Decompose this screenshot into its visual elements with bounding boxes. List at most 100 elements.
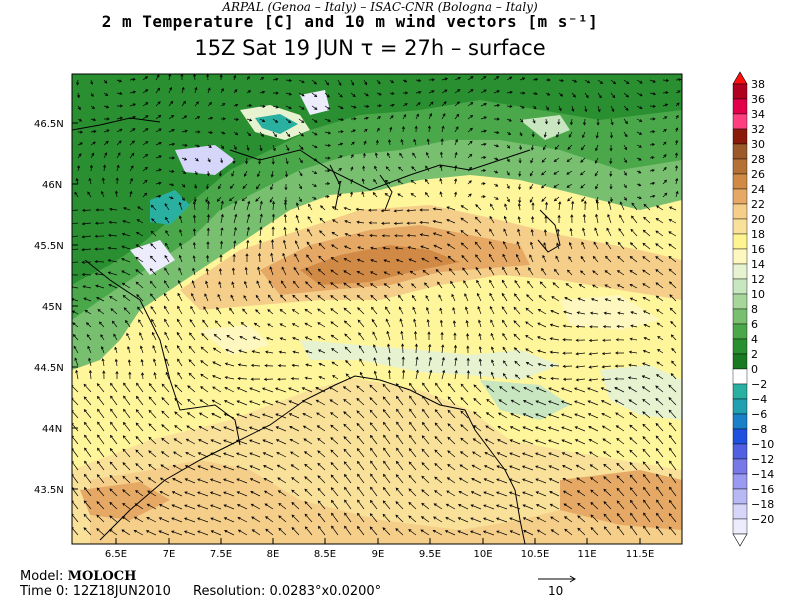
- wind-arrow: [161, 397, 170, 406]
- wind-arrow: [489, 266, 495, 276]
- wind-arrow: [135, 490, 144, 497]
- wind-arrow: [220, 131, 226, 135]
- wind-arrow: [669, 294, 677, 302]
- wind-arrow: [330, 487, 339, 497]
- wind-arrow: [72, 261, 79, 263]
- wind-arrow: [116, 128, 123, 133]
- wind-arrow: [272, 91, 279, 95]
- wind-arrow: [441, 101, 447, 107]
- wind-arrow: [258, 157, 262, 165]
- colorbar-swatch: [732, 368, 748, 385]
- wind-arrow: [343, 411, 352, 419]
- wind-arrow: [116, 164, 120, 172]
- wind-arrow: [414, 125, 418, 133]
- wind-arrow: [584, 79, 591, 84]
- wind-arrow: [604, 270, 612, 276]
- wind-arrow: [509, 504, 521, 510]
- wind-arrow: [601, 378, 612, 382]
- wind-arrow: [249, 400, 261, 406]
- wind-arrow: [121, 245, 131, 250]
- wind-arrow: [135, 281, 144, 289]
- wind-arrow: [186, 425, 196, 432]
- wind-arrow: [259, 118, 266, 122]
- wind-arrow: [393, 221, 404, 225]
- wind-arrow: [395, 474, 404, 484]
- wind-arrow: [525, 307, 534, 315]
- wind-arrow: [485, 425, 495, 432]
- wind-arrow: [439, 191, 443, 198]
- wind-arrow: [189, 318, 196, 328]
- wind-arrow: [269, 196, 274, 203]
- colorbar-swatch: [732, 308, 748, 325]
- wind-arrow: [518, 157, 522, 164]
- wind-arrow: [582, 118, 587, 126]
- wind-arrow: [136, 382, 144, 393]
- wind-arrow: [220, 227, 224, 237]
- wind-arrow: [331, 231, 339, 237]
- wind-arrow: [125, 319, 131, 328]
- wind-arrow: [194, 183, 198, 189]
- wind-arrow: [179, 242, 183, 250]
- wind-arrow: [356, 233, 365, 237]
- wind-arrow: [224, 386, 235, 393]
- wind-arrow: [370, 473, 378, 484]
- wind-arrow: [121, 529, 131, 536]
- wind-arrow: [75, 369, 79, 380]
- wind-arrow: [558, 92, 564, 97]
- wind-arrow: [315, 399, 326, 406]
- wind-arrow: [623, 170, 627, 176]
- wind-arrow: [148, 436, 157, 445]
- wind-arrow: [525, 321, 534, 328]
- wind-arrow: [121, 516, 131, 523]
- wind-arrow: [467, 102, 474, 107]
- wind-arrow: [561, 413, 573, 419]
- wind-arrow: [454, 369, 458, 380]
- wind-arrow: [662, 128, 667, 133]
- wind-arrow: [122, 219, 131, 224]
- wind-arrow: [148, 396, 157, 406]
- wind-arrow: [421, 489, 430, 497]
- colorbar-swatch: [732, 188, 748, 205]
- wind-arrow: [642, 473, 651, 484]
- wind-arrow: [389, 115, 394, 120]
- wind-arrow: [522, 452, 534, 458]
- wind-arrow: [460, 230, 469, 237]
- wind-arrow: [675, 127, 679, 133]
- wind-arrow: [116, 91, 123, 96]
- wind-arrow: [617, 311, 625, 315]
- wind-arrow: [168, 100, 174, 107]
- wind-arrow: [223, 478, 235, 484]
- wind-arrow: [249, 387, 261, 393]
- wind-arrow: [642, 349, 651, 354]
- wind-arrow: [330, 269, 339, 276]
- wind-arrow: [146, 517, 157, 523]
- wind-arrow: [267, 294, 274, 302]
- wind-arrow: [616, 475, 625, 484]
- wind-arrow: [331, 348, 339, 354]
- wind-arrow: [668, 256, 677, 263]
- wind-arrow: [350, 117, 357, 121]
- wind-arrow: [356, 283, 365, 289]
- wind-arrow: [189, 332, 196, 341]
- wind-arrow: [432, 219, 443, 224]
- wind-arrow: [675, 78, 682, 82]
- wind-arrow: [424, 192, 430, 198]
- colorbar-label: −10: [751, 438, 774, 451]
- wind-arrow: [298, 170, 303, 177]
- wind-arrow: [174, 398, 183, 406]
- wind-arrow: [415, 113, 419, 120]
- wind-arrow: [497, 425, 508, 432]
- wind-arrow: [97, 408, 105, 419]
- wind-arrow: [422, 269, 430, 276]
- wind-arrow: [191, 280, 196, 289]
- wind-arrow: [343, 282, 352, 289]
- wind-arrow: [519, 105, 525, 109]
- wind-arrow: [399, 318, 404, 328]
- wind-arrow: [385, 318, 391, 328]
- wind-arrow: [470, 530, 482, 536]
- wind-arrow: [165, 242, 170, 250]
- wind-arrow: [434, 435, 443, 445]
- wind-arrow: [475, 204, 482, 211]
- wind-arrow: [549, 491, 560, 497]
- wind-arrow: [545, 92, 551, 96]
